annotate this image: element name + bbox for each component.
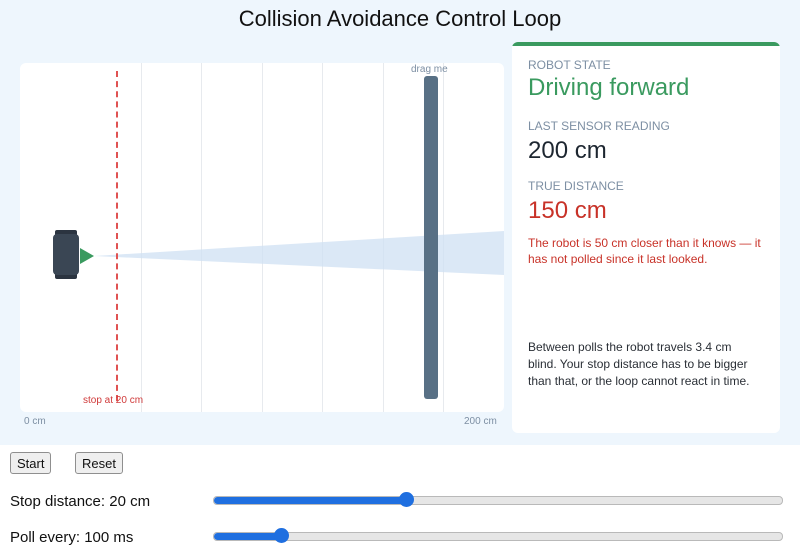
robot-direction-icon (80, 248, 94, 264)
poll-interval-control-label: Poll every: 100 ms (10, 529, 134, 546)
state-indicator-bar (512, 42, 780, 46)
last-reading-value: 200 cm (528, 137, 607, 164)
stop-distance-label: stop at 20 cm (83, 395, 144, 406)
status-panel: ROBOT STATE Driving forward LAST SENSOR … (512, 42, 780, 433)
track-canvas: stop at 20 cm drag me (20, 63, 504, 412)
reset-button[interactable]: Reset (75, 452, 123, 474)
sensor-beam (94, 231, 504, 275)
grid-line (322, 63, 323, 412)
stop-distance-slider[interactable] (213, 492, 783, 507)
stop-distance-control-label: Stop distance: 20 cm (10, 493, 151, 510)
robot-state-value: Driving forward (528, 74, 690, 101)
robot-wheel (55, 230, 77, 237)
true-distance-label: TRUE DISTANCE (528, 179, 624, 193)
axis-end-label: 200 cm (464, 416, 497, 427)
grid-line (262, 63, 263, 412)
start-button[interactable]: Start (10, 452, 52, 474)
slider-thumb[interactable] (274, 528, 290, 543)
poll-interval-slider[interactable] (213, 528, 783, 543)
obstacle-wall[interactable] (424, 76, 438, 399)
stop-distance-line (116, 71, 118, 401)
warning-message: The robot is 50 cm closer than it knows … (528, 236, 761, 266)
drag-hint: drag me (411, 64, 448, 75)
robot-state-label: ROBOT STATE (528, 58, 611, 72)
grid-line (383, 63, 384, 412)
true-distance-value: 150 cm (528, 197, 607, 224)
grid-line (201, 63, 202, 412)
slider-fill (214, 533, 283, 540)
grid-line (141, 63, 142, 412)
slider-thumb[interactable] (399, 492, 415, 507)
robot-body (53, 234, 79, 275)
page-title: Collision Avoidance Control Loop (238, 6, 562, 31)
simulation-area: Collision Avoidance Control Loop stop at… (0, 0, 800, 445)
axis-start-label: 0 cm (24, 416, 46, 427)
robot-wheel (55, 272, 77, 279)
last-reading-label: LAST SENSOR READING (528, 119, 670, 133)
slider-fill (214, 497, 408, 504)
info-note: Between polls the robot travels 3.4 cm b… (528, 340, 750, 388)
